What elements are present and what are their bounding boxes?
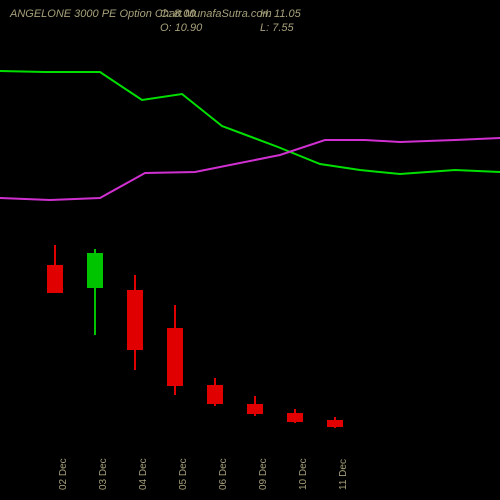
candle-body	[287, 413, 303, 422]
candle-body	[47, 265, 63, 293]
line-series-green	[0, 71, 500, 174]
candle-body	[327, 420, 343, 427]
candle-body	[247, 404, 263, 414]
xaxis-tick-label: 05 Dec	[178, 458, 189, 490]
candle-body	[167, 328, 183, 386]
xaxis-tick-label: 09 Dec	[258, 458, 269, 490]
xaxis-tick-label: 06 Dec	[218, 458, 229, 490]
candle-body	[87, 253, 103, 288]
chart-root: ANGELONE 3000 PE Option Chart MunafaSutr…	[0, 0, 500, 500]
candle-body	[207, 385, 223, 404]
xaxis-tick-label: 04 Dec	[138, 458, 149, 490]
chart-plot-svg	[0, 0, 500, 500]
xaxis-tick-label: 03 Dec	[98, 458, 109, 490]
xaxis-tick-label: 10 Dec	[298, 458, 309, 490]
line-series-magenta	[0, 138, 500, 200]
xaxis-tick-label: 02 Dec	[58, 458, 69, 490]
candle-body	[127, 290, 143, 350]
xaxis-tick-label: 11 Dec	[338, 459, 349, 490]
